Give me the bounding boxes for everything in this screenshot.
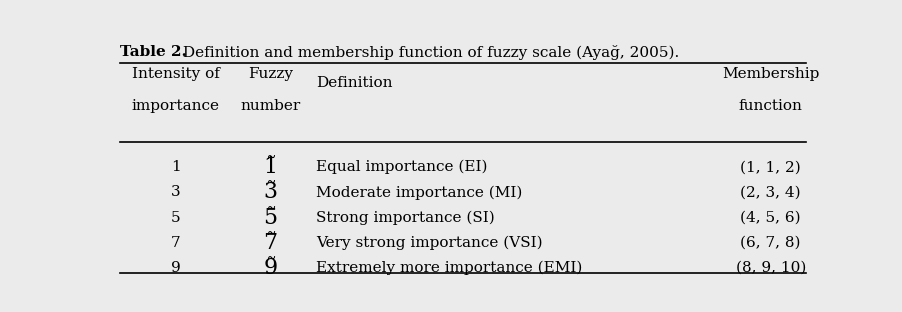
Text: importance: importance [132,99,219,113]
Text: Definition and membership function of fuzzy scale (Ayağ, 2005).: Definition and membership function of fu… [178,45,678,60]
Text: 1: 1 [170,160,180,174]
Text: (1, 1, 2): (1, 1, 2) [740,160,800,174]
Text: Definition: Definition [316,76,391,90]
Text: Table 2.: Table 2. [120,45,187,59]
Text: Fuzzy: Fuzzy [247,67,292,81]
Text: (4, 5, 6): (4, 5, 6) [740,211,800,225]
Text: 5: 5 [170,211,180,225]
Text: (6, 7, 8): (6, 7, 8) [740,236,800,250]
Text: Extremely more importance (EMI): Extremely more importance (EMI) [316,261,582,275]
Text: Strong importance (SI): Strong importance (SI) [316,210,494,225]
Text: Moderate importance (MI): Moderate importance (MI) [316,185,521,200]
Text: 9̃: 9̃ [263,257,277,279]
Text: (2, 3, 4): (2, 3, 4) [740,185,800,199]
Text: 3̃: 3̃ [263,181,277,203]
Text: Very strong importance (VSI): Very strong importance (VSI) [316,236,542,250]
Text: Intensity of: Intensity of [132,67,219,81]
Text: 1̃: 1̃ [263,156,277,178]
Text: Equal importance (EI): Equal importance (EI) [316,160,487,174]
Text: number: number [240,99,300,113]
Text: 7: 7 [170,236,180,250]
Text: 5̃: 5̃ [263,207,277,229]
Text: 9: 9 [170,261,180,275]
Text: Membership: Membership [722,67,818,81]
Text: function: function [738,99,802,113]
Text: 7̃: 7̃ [263,232,277,254]
Text: 3: 3 [170,185,180,199]
Text: (8, 9, 10): (8, 9, 10) [735,261,805,275]
